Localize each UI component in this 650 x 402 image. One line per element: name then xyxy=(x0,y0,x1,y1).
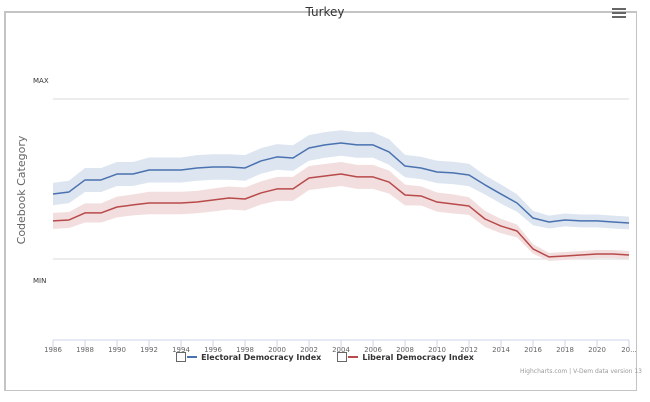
x-tick-label: 2014 xyxy=(492,346,510,354)
legend-item-liberal-democracy-index[interactable]: Liberal Democracy Index xyxy=(337,352,474,362)
confidence-band-1 xyxy=(53,162,629,261)
x-tick-label: 2018 xyxy=(556,346,574,354)
x-tick-label: 2006 xyxy=(364,346,382,354)
legend-checkbox[interactable] xyxy=(176,352,187,362)
x-tick-label: 20... xyxy=(621,346,637,354)
credits-link[interactable]: Highcharts.com | V-Dem data version 13 xyxy=(520,368,642,375)
legend-label: Electoral Democracy Index xyxy=(201,352,322,362)
x-tick-label: 2004 xyxy=(332,346,350,354)
legend-label: Liberal Democracy Index xyxy=(362,352,474,362)
x-tick-label: 1994 xyxy=(172,346,190,354)
legend-checkbox[interactable] xyxy=(337,352,348,362)
x-tick-label: 1992 xyxy=(140,346,158,354)
x-tick-label: 2016 xyxy=(524,346,542,354)
chart-legend: Electoral Democracy Index Liberal Democr… xyxy=(0,352,650,362)
legend-item-electoral-democracy-index[interactable]: Electoral Democracy Index xyxy=(176,352,321,362)
x-tick-label: 2002 xyxy=(300,346,318,354)
x-tick-label: 1986 xyxy=(44,346,62,354)
x-tick-label: 2010 xyxy=(428,346,446,354)
hamburger-menu-icon[interactable] xyxy=(612,8,626,20)
legend-line-swatch xyxy=(187,356,198,358)
x-tick-label: 1988 xyxy=(76,346,94,354)
legend-line-swatch xyxy=(348,356,359,358)
x-tick-label: 2012 xyxy=(460,346,478,354)
series-line-1 xyxy=(52,173,630,258)
x-tick-label: 1990 xyxy=(108,346,126,354)
y-tick-label-min: MIN xyxy=(33,277,46,285)
x-tick-label: 2000 xyxy=(268,346,286,354)
y-axis-title: Codebook Category xyxy=(15,135,28,244)
x-tick-label: 2020 xyxy=(588,346,606,354)
y-tick-label-max: MAX xyxy=(33,77,49,85)
chart-title: Turkey xyxy=(305,5,345,19)
x-tick-label: 2008 xyxy=(396,346,414,354)
series-line-0 xyxy=(52,142,630,224)
x-tick-label: 1998 xyxy=(236,346,254,354)
x-tick-label: 1996 xyxy=(204,346,222,354)
confidence-band-0 xyxy=(53,130,629,230)
